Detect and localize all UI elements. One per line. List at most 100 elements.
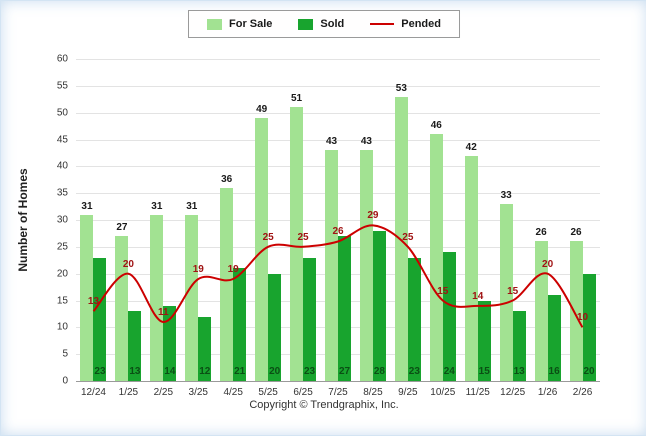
y-axis-tick-label: 40 [56, 160, 68, 172]
x-axis-tick-label: 1/26 [537, 387, 558, 398]
for-sale-swatch-icon [207, 18, 223, 30]
for-sale-bar [80, 214, 94, 381]
sold-bar [303, 257, 317, 381]
sold-value-label: 13 [129, 366, 141, 377]
for-sale-bar [185, 214, 199, 381]
sold-bar [268, 273, 282, 381]
for-sale-value-label: 27 [116, 222, 128, 234]
for-sale-bar [220, 187, 234, 381]
sold-value-label: 13 [513, 366, 525, 377]
pended-value-label: 15 [507, 285, 519, 297]
for-sale-bar [429, 134, 443, 381]
pended-value-label: 13 [87, 296, 100, 308]
gridline [76, 112, 600, 114]
sold-value-label: 23 [304, 366, 316, 377]
legend-item-pended: Pended [370, 18, 441, 30]
sold-bar [372, 230, 386, 381]
sold-value-label: 28 [373, 366, 385, 377]
y-axis-tick-label: 55 [56, 80, 68, 92]
x-axis-tick-label: 5/25 [258, 387, 278, 398]
for-sale-bar [290, 107, 304, 381]
sold-bar [442, 252, 456, 381]
for-sale-bar [464, 155, 478, 381]
gridline [76, 220, 600, 221]
pended-value-label: 25 [297, 231, 309, 243]
for-sale-value-label: 26 [535, 227, 547, 239]
y-axis-title: Number of Homes [16, 168, 30, 272]
y-axis-tick-label: 60 [56, 53, 68, 65]
x-axis-tick-label: 11/25 [465, 387, 490, 398]
for-sale-value-label: 51 [291, 93, 303, 105]
y-axis-tick-label: 15 [56, 295, 68, 306]
sold-value-label: 15 [478, 366, 490, 377]
for-sale-bar [569, 241, 583, 381]
pended-value-label: 11 [158, 306, 169, 318]
x-axis-tick-label: 3/25 [188, 387, 208, 398]
legend-label-pended: Pended [401, 18, 441, 30]
plot-area: 0 5 10 15 20 25 30 35 40 45 50 55 60 12/24 1/25 2/25 3/2… [57, 54, 600, 398]
x-axis-tick-label: 6/25 [293, 387, 313, 398]
pended-value-label: 19 [192, 264, 204, 276]
for-sale-value-label: 43 [325, 136, 338, 148]
for-sale-value-label: 49 [256, 104, 268, 116]
legend-item-sold: Sold [298, 18, 344, 30]
x-axis-tick-label: 12/24 [80, 387, 106, 398]
sold-value-label: 23 [408, 366, 420, 377]
x-axis-tick-label: 9/25 [398, 387, 418, 398]
legend: For Sale Sold Pended [188, 10, 460, 38]
sold-bar [93, 257, 107, 381]
gridline [76, 193, 600, 195]
sold-value-label: 21 [234, 366, 246, 377]
legend-label-for-sale: For Sale [229, 18, 273, 30]
for-sale-value-label: 53 [395, 82, 407, 94]
for-sale-bar [150, 214, 164, 381]
for-sale-value-label: 31 [151, 200, 163, 212]
sold-value-label: 24 [443, 366, 455, 377]
for-sale-value-label: 31 [186, 200, 198, 212]
x-axis-tick-label: 2/25 [153, 387, 174, 398]
y-axis-tick-label: 35 [56, 187, 68, 199]
x-axis-tick-label: 10/25 [430, 387, 456, 398]
x-axis-tick-label: 2/26 [572, 387, 593, 398]
for-sale-value-label: 33 [500, 189, 512, 201]
sold-swatch-icon [298, 18, 314, 30]
gridline [76, 166, 600, 168]
y-axis-tick-label: 45 [56, 134, 68, 145]
x-axis-tick-label: 8/25 [363, 387, 383, 398]
sold-value-label: 14 [164, 366, 176, 377]
sold-value-label: 20 [583, 366, 595, 377]
for-sale-value-label: 36 [221, 173, 233, 185]
sold-value-label: 16 [548, 366, 560, 377]
pended-value-label: 20 [542, 258, 554, 270]
y-axis-tick-label: 0 [62, 375, 68, 387]
y-axis-tick-label: 5 [62, 348, 68, 360]
sold-bar [338, 236, 351, 381]
gridline [76, 59, 600, 60]
pended-value-label: 20 [122, 258, 134, 270]
gridline [76, 85, 600, 87]
for-sale-value-label: 26 [570, 227, 582, 239]
sold-value-label: 20 [269, 366, 281, 377]
copyright-text: Copyright © Trendgraphix, Inc. [249, 399, 399, 411]
sold-value-label: 27 [338, 366, 351, 377]
sold-bar [233, 268, 247, 381]
for-sale-value-label: 42 [465, 141, 477, 153]
for-sale-value-label: 46 [430, 120, 442, 132]
for-sale-value-label: 31 [81, 200, 93, 212]
pended-value-label: 14 [472, 290, 484, 302]
legend-item-for-sale: For Sale [207, 18, 272, 30]
pended-value-label: 29 [367, 210, 379, 222]
pended-value-label: 25 [402, 231, 414, 243]
legend-label-sold: Sold [320, 18, 345, 30]
y-axis-tick-label: 25 [56, 241, 68, 253]
sold-value-label: 12 [199, 366, 211, 377]
y-axis-tick-label: 30 [56, 214, 68, 226]
for-sale-value-label: 43 [360, 136, 372, 148]
x-axis-tick-label: 1/25 [118, 387, 139, 398]
for-sale-bar [255, 118, 269, 381]
pended-value-label: 15 [437, 285, 449, 297]
sold-bar [128, 311, 142, 381]
pended-line-swatch-icon [370, 23, 395, 25]
y-axis-tick-label: 50 [56, 107, 68, 119]
